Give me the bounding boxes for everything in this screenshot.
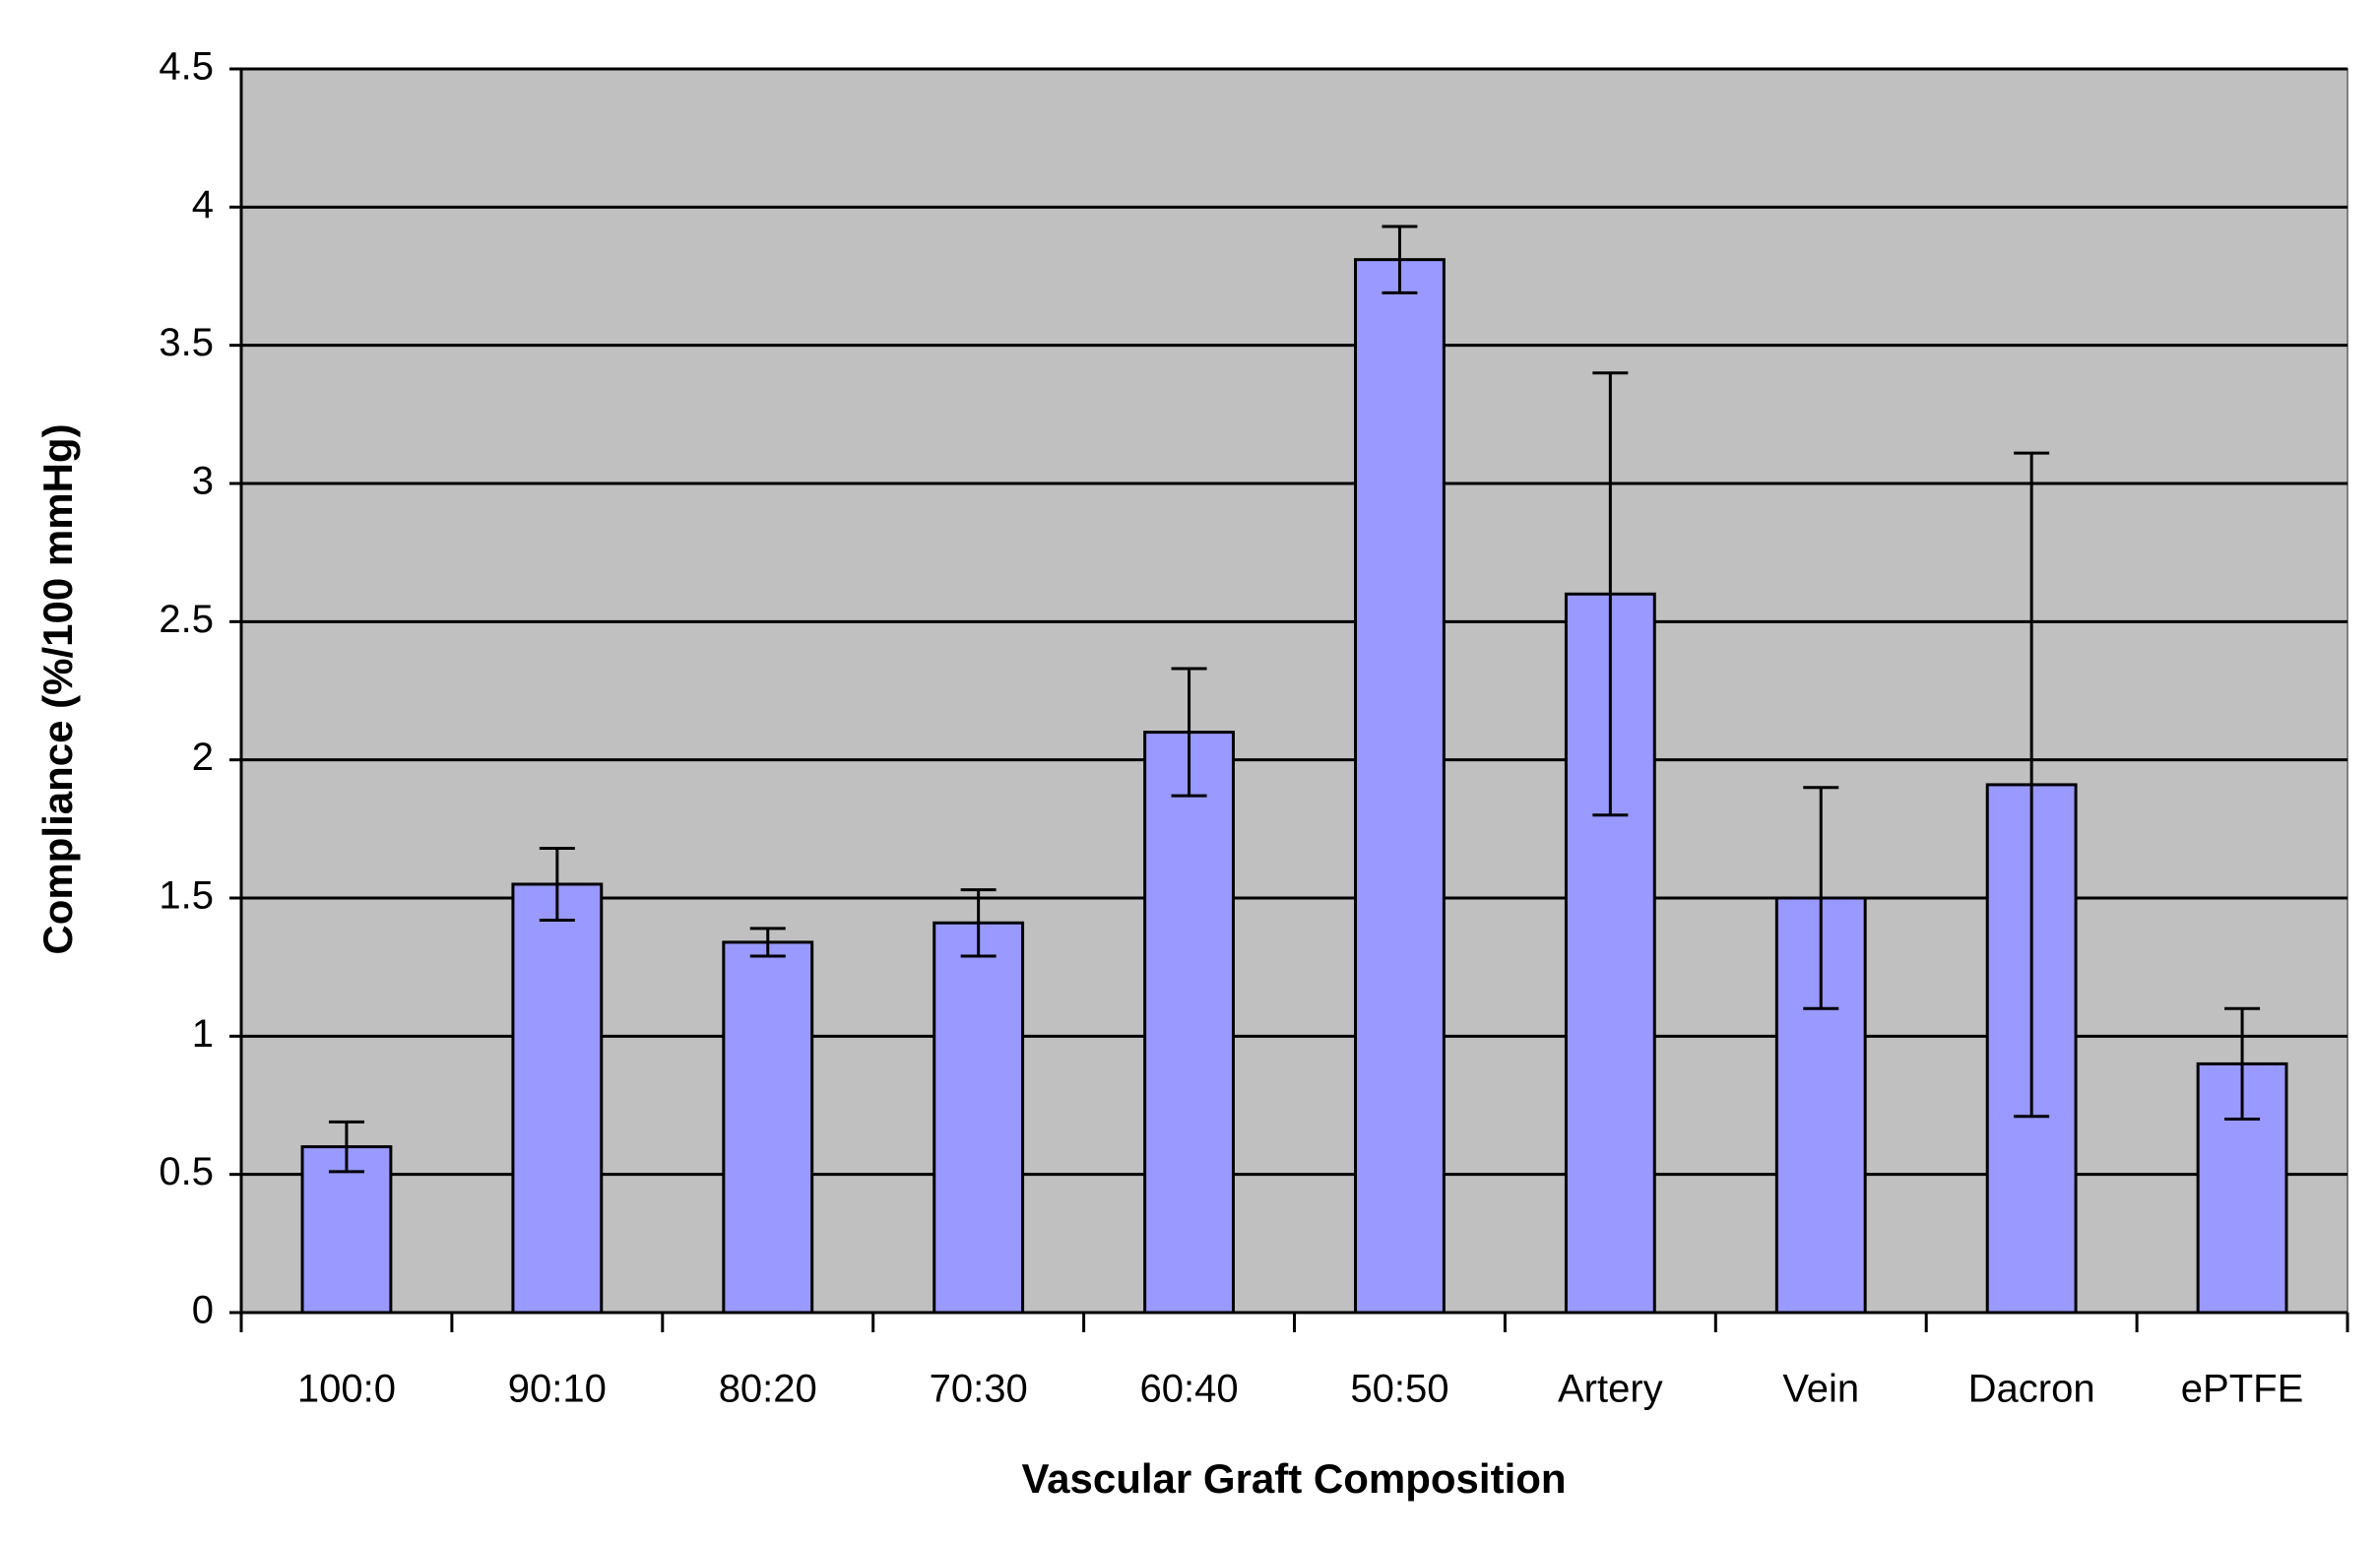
y-tick-label: 4.5 (159, 45, 214, 89)
error-bar (2224, 1006, 2261, 1122)
error-bar (749, 927, 786, 958)
x-tick-label: Dacron (1968, 1368, 2095, 1411)
bar (722, 940, 814, 1315)
bar (933, 921, 1025, 1315)
y-axis-title: Compliance (%/100 mmHg) (34, 423, 81, 954)
bar (511, 882, 604, 1315)
bar (1143, 731, 1235, 1315)
x-axis-title: Vascular Graft Composition (1021, 1455, 1566, 1502)
bar (1354, 258, 1446, 1315)
x-tick-label: Vein (1782, 1368, 1859, 1411)
x-tick-label: 60:40 (1139, 1368, 1238, 1411)
error-bar (328, 1120, 364, 1174)
y-tick-label: 0.5 (159, 1150, 214, 1193)
error-bar (539, 846, 575, 922)
x-tick-label: Artery (1558, 1368, 1663, 1411)
y-tick-label: 4 (192, 183, 214, 226)
x-tick-label: 90:10 (508, 1368, 607, 1411)
y-tick-label: 1.5 (159, 874, 214, 918)
y-tick-label: 3.5 (159, 321, 214, 364)
x-tick-label: ePTFE (2181, 1368, 2303, 1411)
error-bar (1803, 786, 1839, 1010)
y-tick-label: 2.5 (159, 598, 214, 641)
x-tick-label: 100:0 (297, 1368, 396, 1411)
x-tick-label: 70:30 (930, 1368, 1028, 1411)
x-tick-label: 80:20 (719, 1368, 817, 1411)
y-tick-label: 3 (192, 460, 214, 503)
error-bar (1592, 371, 1629, 817)
error-bar (960, 888, 997, 958)
error-bar (1171, 667, 1207, 798)
y-tick-label: 1 (192, 1012, 214, 1056)
y-tick-label: 0 (192, 1289, 214, 1332)
x-tick-label: 50:50 (1350, 1368, 1448, 1411)
error-bar (2014, 451, 2050, 1119)
error-bar (1382, 225, 1418, 294)
y-tick-label: 2 (192, 736, 214, 779)
bar (300, 1145, 393, 1315)
